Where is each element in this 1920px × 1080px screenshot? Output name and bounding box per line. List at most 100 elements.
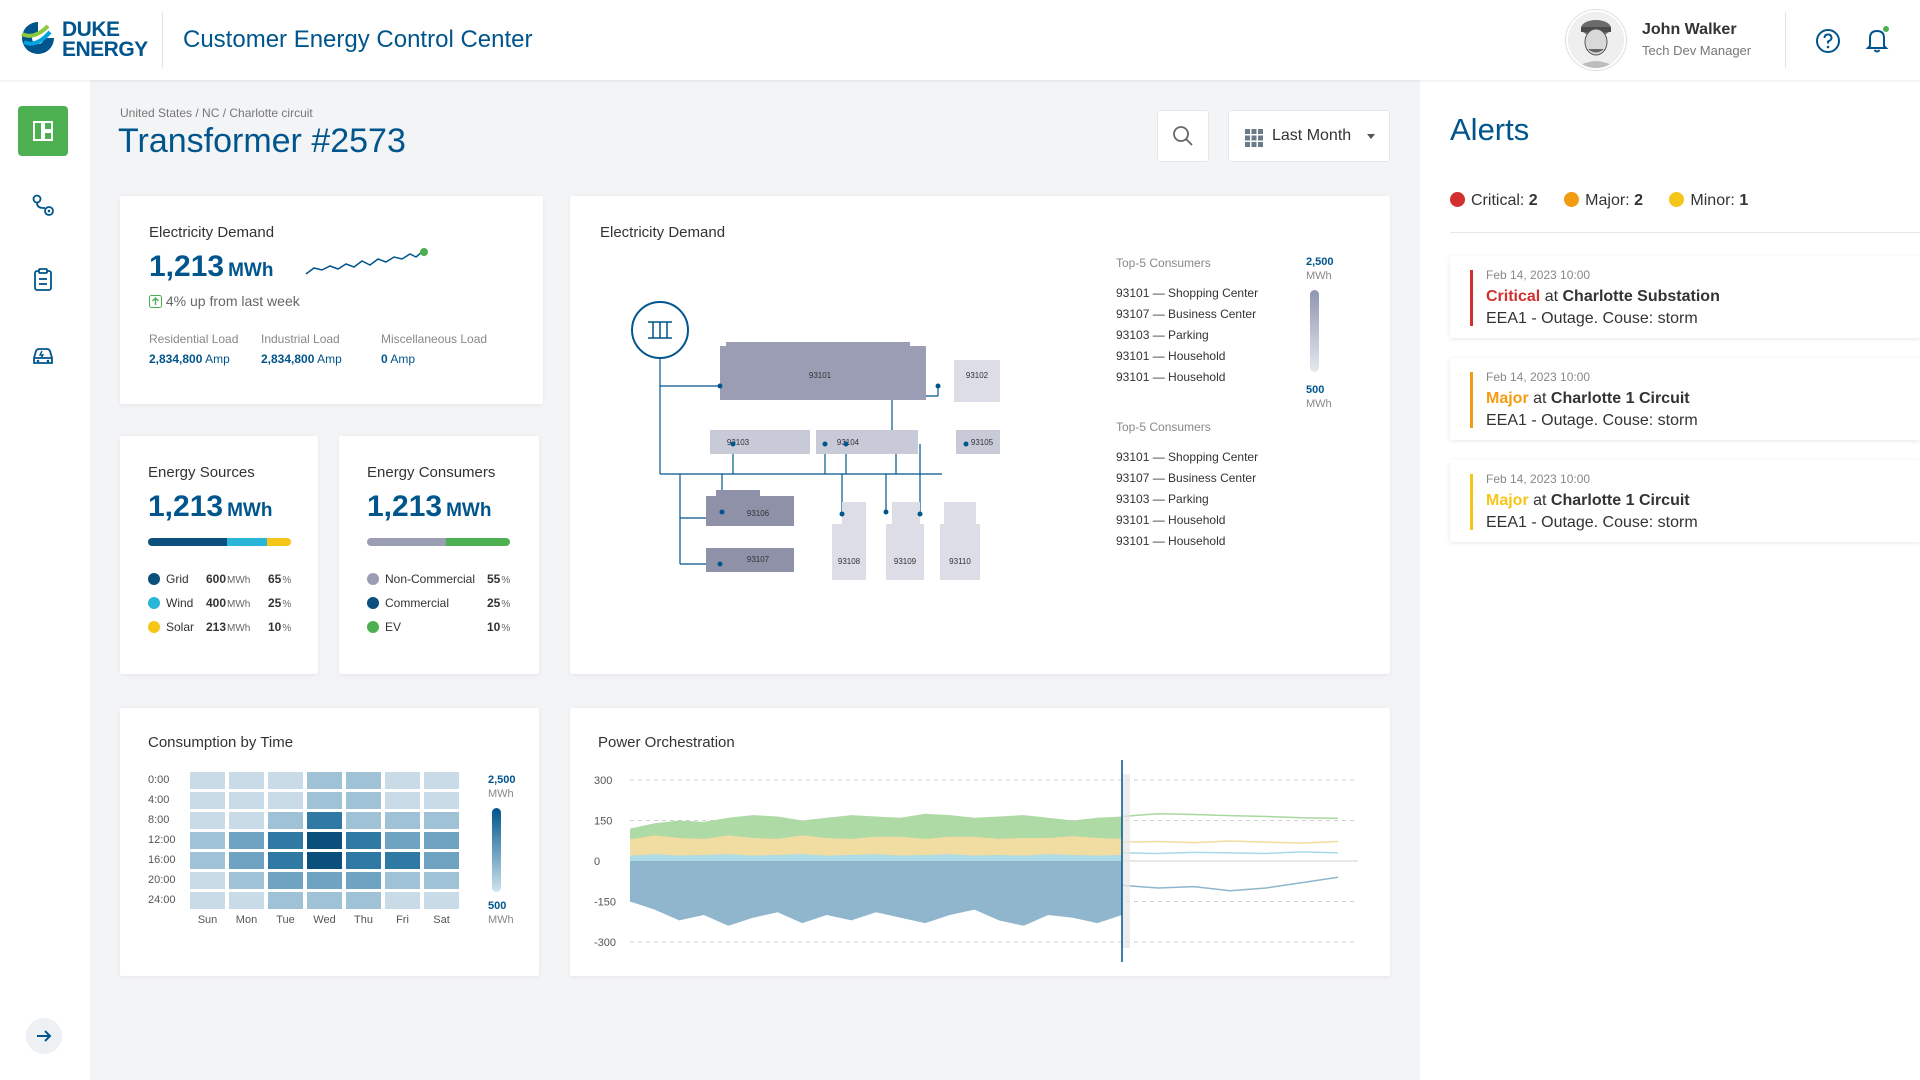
alert-count-critical[interactable]: Critical: 2 (1450, 192, 1538, 209)
heatmap-cell[interactable] (229, 852, 264, 869)
heatmap-cell[interactable] (268, 772, 303, 789)
expand-nav-button[interactable] (26, 1018, 62, 1054)
heatmap-cell[interactable] (346, 792, 381, 809)
nav-reports[interactable] (18, 255, 68, 305)
heatmap-cell[interactable] (424, 872, 459, 889)
heatmap-cell[interactable] (307, 872, 342, 889)
heatmap-cell[interactable] (229, 792, 264, 809)
heatmap-cell[interactable] (190, 832, 225, 849)
heatmap-cell[interactable] (307, 832, 342, 849)
list-item[interactable]: 93103 — Parking (1116, 328, 1209, 342)
load-value: 0 Amp (381, 352, 416, 366)
alert-item[interactable]: Feb 14, 2023 10:00 Major at Charlotte 1 … (1450, 358, 1920, 440)
heatmap-cell[interactable] (268, 812, 303, 829)
heatmap-cell[interactable] (385, 852, 420, 869)
list-item[interactable]: 93103 — Parking (1116, 492, 1209, 506)
heatmap-cell[interactable] (385, 812, 420, 829)
period-select[interactable]: Last Month (1228, 110, 1390, 162)
heatmap-cell[interactable] (268, 792, 303, 809)
building-label: 93104 (837, 438, 860, 447)
building-label: 93103 (727, 438, 750, 447)
alert-count-major[interactable]: Major: 2 (1564, 192, 1643, 209)
heatmap-cell[interactable] (424, 812, 459, 829)
app-title: Customer Energy Control Center (183, 26, 533, 53)
heatmap-cell[interactable] (346, 812, 381, 829)
list-item[interactable]: 93101 — Household (1116, 349, 1226, 363)
heatmap-cell[interactable] (229, 872, 264, 889)
trend-up-icon (149, 295, 162, 308)
heatmap-cell[interactable] (268, 832, 303, 849)
help-icon[interactable] (1815, 28, 1841, 54)
user-name[interactable]: John Walker (1642, 21, 1737, 38)
heatmap-cell[interactable] (190, 892, 225, 909)
heatmap-cell[interactable] (229, 772, 264, 789)
heatmap-cell[interactable] (268, 872, 303, 889)
heatmap-cell[interactable] (268, 892, 303, 909)
forecast-line (1121, 812, 1339, 820)
heatmap-cell[interactable] (346, 852, 381, 869)
list-item[interactable]: 93101 — Shopping Center (1116, 450, 1259, 464)
heatmap-cell[interactable] (346, 872, 381, 889)
duke-energy-logo[interactable]: DUKE ENERGY (18, 16, 148, 62)
heatmap-cell[interactable] (307, 792, 342, 809)
list-item[interactable]: 93107 — Business Center (1116, 471, 1257, 485)
heatmap-cell[interactable] (424, 852, 459, 869)
heatmap-cell[interactable] (424, 772, 459, 789)
heatmap-cell[interactable] (385, 872, 420, 889)
area-series-wind (630, 854, 1122, 861)
list-item[interactable]: 93101 — Household (1116, 513, 1226, 527)
breadcrumb[interactable]: United States / NC / Charlotte circuit (120, 106, 313, 120)
divider (1450, 232, 1920, 233)
heatmap-row-label: 12:00 (148, 834, 176, 846)
heatmap-cell[interactable] (346, 772, 381, 789)
heatmap-cell[interactable] (190, 852, 225, 869)
heatmap-cell[interactable] (385, 892, 420, 909)
building-label: 93106 (747, 509, 770, 518)
heatmap-cell[interactable] (346, 892, 381, 909)
building-93109: 93109 (886, 502, 924, 580)
sources-value: 1,213 MWh (148, 490, 273, 523)
heatmap-cell[interactable] (385, 792, 420, 809)
heatmap-cell[interactable] (307, 892, 342, 909)
heatmap-cell[interactable] (190, 872, 225, 889)
heatmap-cell[interactable] (307, 772, 342, 789)
heatmap-cell[interactable] (268, 852, 303, 869)
list-item[interactable]: 93101 — Household (1116, 370, 1226, 384)
logo-line-2: ENERGY (62, 38, 148, 61)
heatmap-cell[interactable] (346, 832, 381, 849)
list-item[interactable]: 93101 — Shopping Center (1116, 286, 1259, 300)
heatmap-cell[interactable] (424, 792, 459, 809)
avatar[interactable] (1566, 10, 1626, 70)
notification-bell-icon[interactable] (1864, 26, 1890, 54)
period-label: Last Month (1272, 127, 1352, 144)
nav-dashboard[interactable] (18, 106, 68, 156)
heatmap-cell[interactable] (229, 892, 264, 909)
list-item[interactable]: 93107 — Business Center (1116, 307, 1257, 321)
search-button[interactable] (1157, 110, 1209, 162)
heatmap-cell[interactable] (190, 792, 225, 809)
left-navigation (0, 80, 90, 1080)
heatmap-cell[interactable] (424, 832, 459, 849)
alert-count-minor[interactable]: Minor: 1 (1669, 192, 1748, 209)
electricity-demand-kpi-card: Electricity Demand 1,213 MWh 4% up from l… (120, 196, 543, 404)
heatmap-cell[interactable] (307, 852, 342, 869)
heatmap-cell[interactable] (190, 812, 225, 829)
heatmap-cell[interactable] (229, 812, 264, 829)
alert-item[interactable]: Feb 14, 2023 10:00 Major at Charlotte 1 … (1450, 460, 1920, 542)
nav-ev[interactable] (18, 330, 68, 380)
building-93107: 93107 (706, 548, 794, 572)
alert-description: EEA1 - Outage. Couse: storm (1486, 310, 1698, 327)
list-item[interactable]: 93101 — Household (1116, 534, 1226, 548)
heatmap-cell[interactable] (424, 892, 459, 909)
card-title: Energy Consumers (367, 464, 496, 481)
alert-item[interactable]: Feb 14, 2023 10:00 Critical at Charlotte… (1450, 256, 1920, 338)
route-settings-icon (32, 194, 54, 216)
heatmap-cell[interactable] (190, 772, 225, 789)
heatmap-cell[interactable] (307, 812, 342, 829)
nav-routes[interactable] (18, 180, 68, 230)
heatmap-cell[interactable] (229, 832, 264, 849)
heatmap-cell[interactable] (385, 772, 420, 789)
heatmap-col-label: Tue (276, 914, 295, 926)
heatmap-cell[interactable] (385, 832, 420, 849)
heatmap-row-label: 16:00 (148, 854, 176, 866)
